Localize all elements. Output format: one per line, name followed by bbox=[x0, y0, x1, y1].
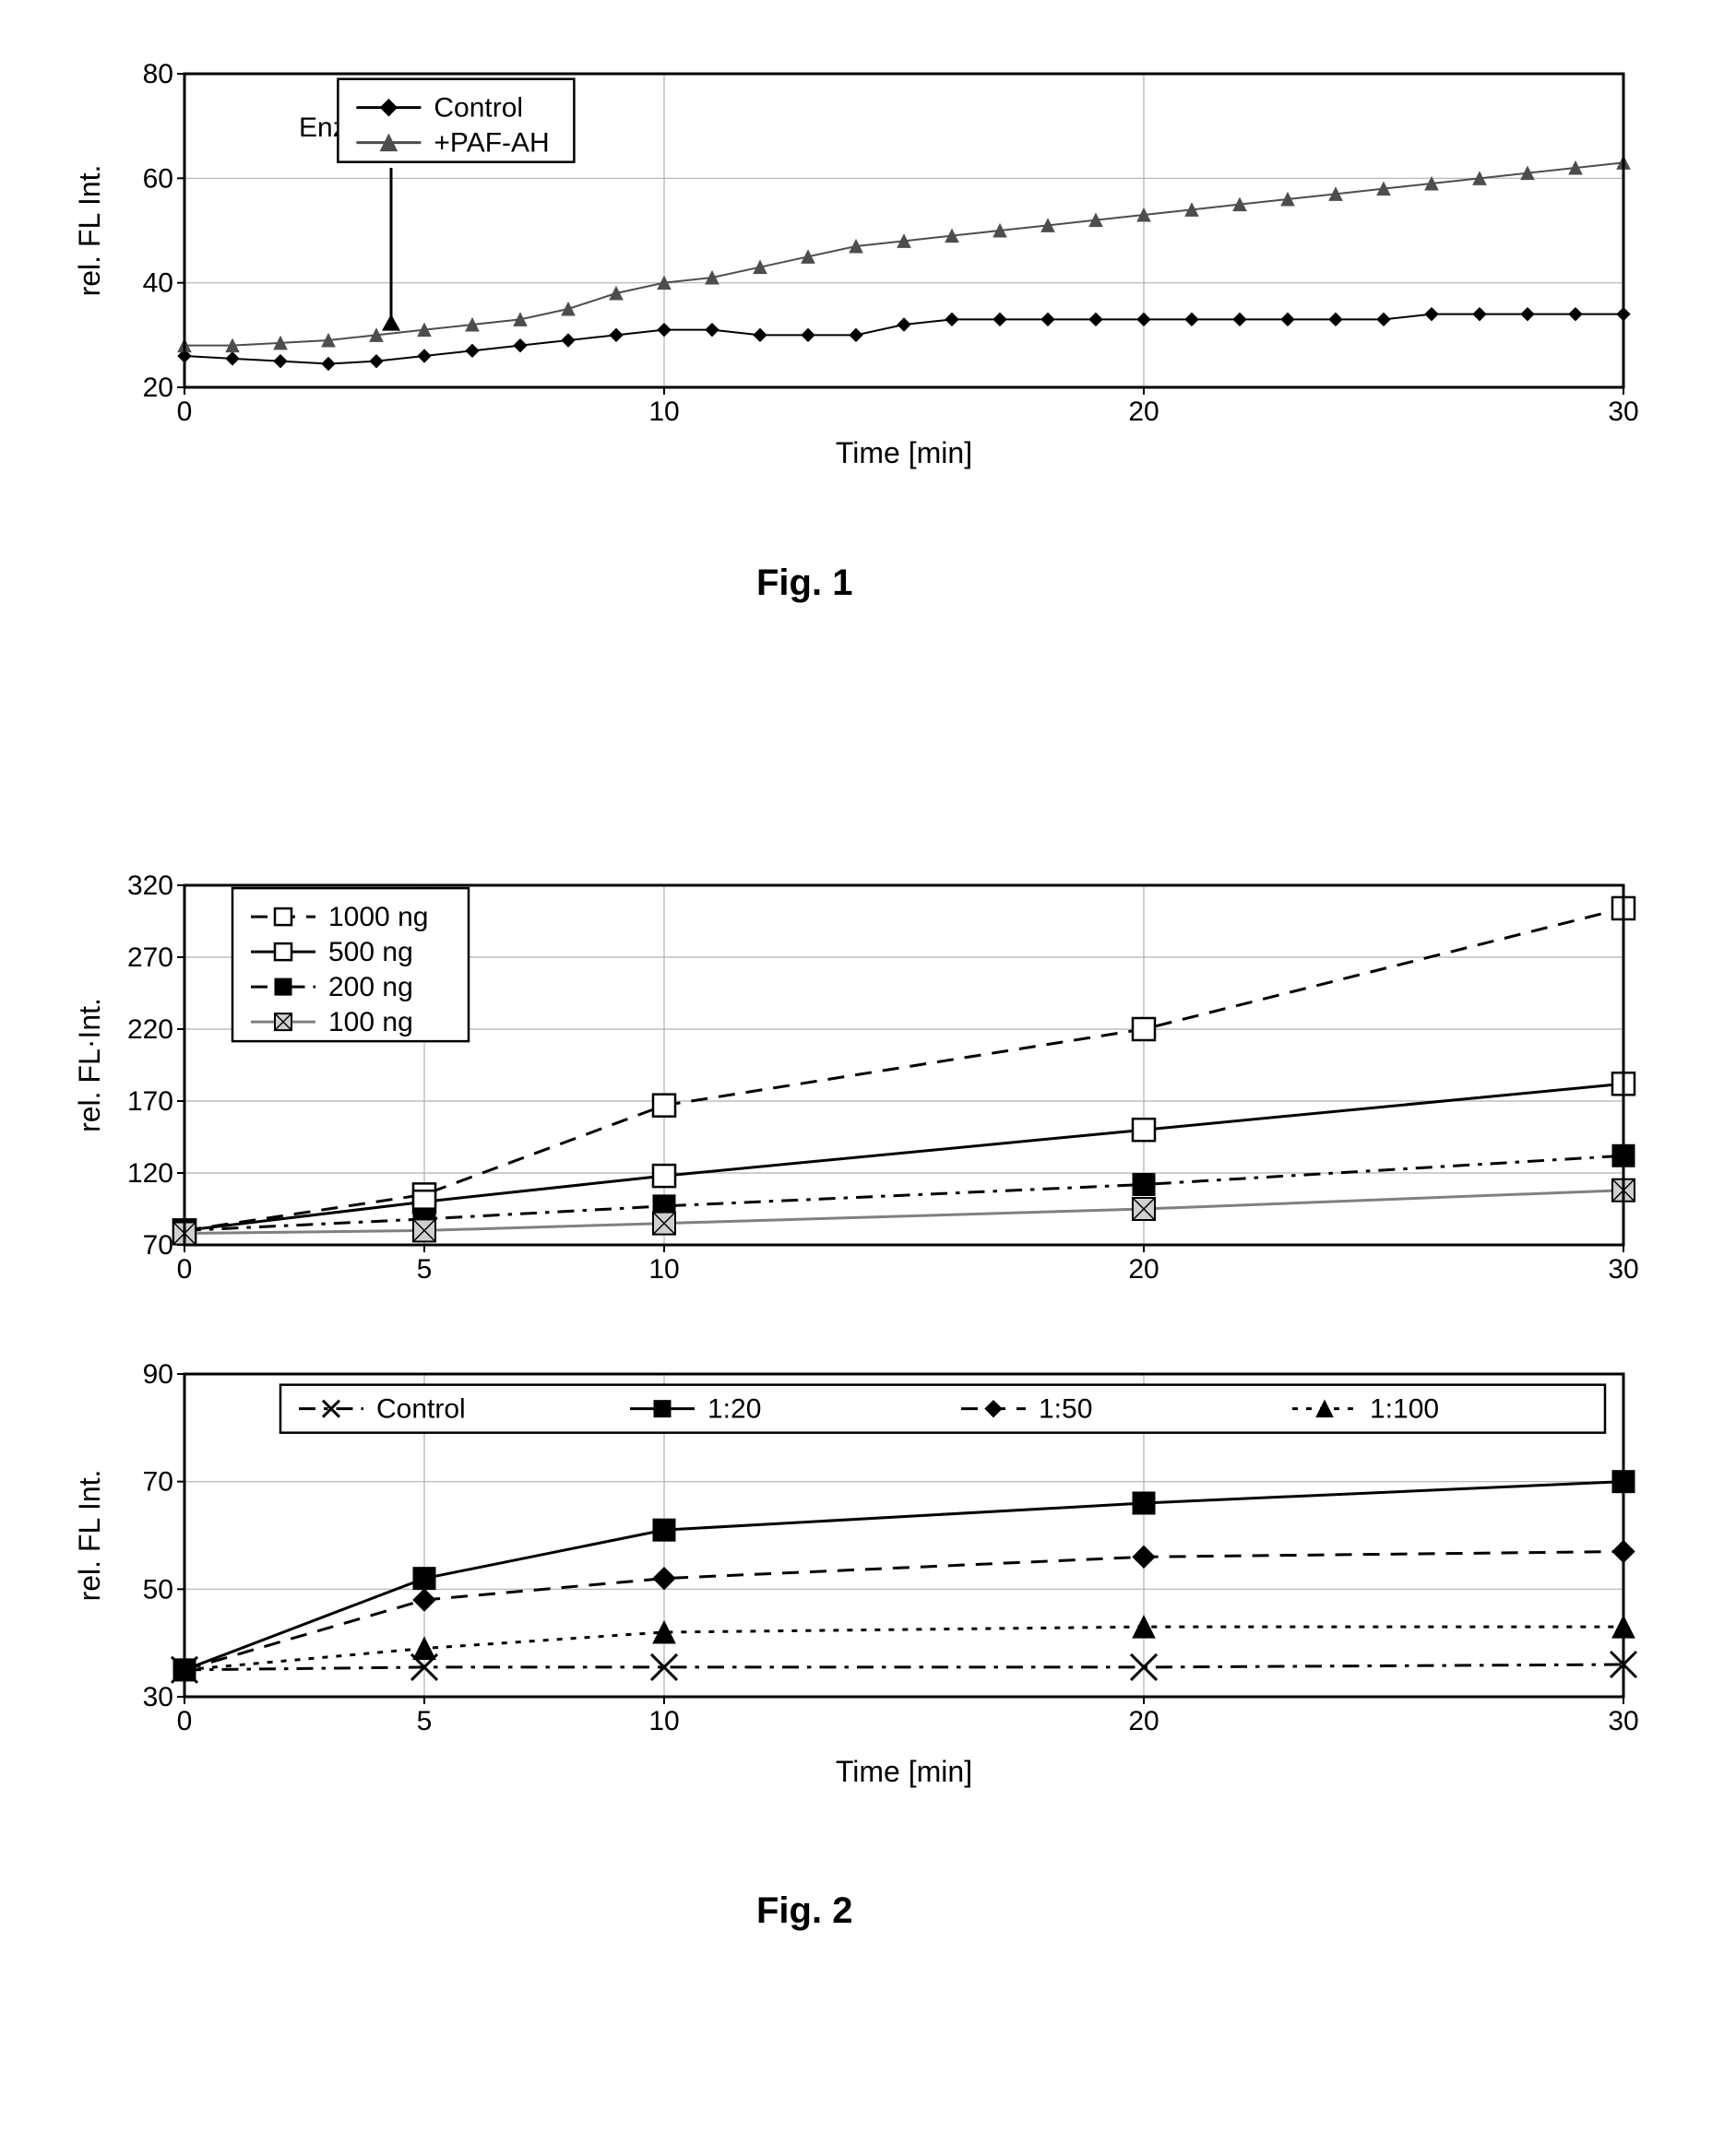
svg-text:30: 30 bbox=[143, 1682, 173, 1712]
svg-text:70: 70 bbox=[143, 1230, 173, 1261]
svg-text:10: 10 bbox=[648, 1706, 679, 1736]
svg-text:120: 120 bbox=[127, 1158, 173, 1189]
svg-text:1:100: 1:100 bbox=[1370, 1394, 1439, 1425]
svg-text:220: 220 bbox=[127, 1014, 173, 1045]
svg-text:30: 30 bbox=[1608, 1706, 1638, 1736]
svg-text:1:50: 1:50 bbox=[1039, 1394, 1092, 1425]
svg-text:50: 50 bbox=[143, 1574, 173, 1605]
svg-text:70: 70 bbox=[143, 1467, 173, 1498]
svg-text:Control: Control bbox=[434, 93, 523, 124]
svg-text:320: 320 bbox=[127, 871, 173, 901]
svg-text:60: 60 bbox=[143, 163, 173, 194]
fig1-chart: 204060800102030Time [min]rel. FL Int.Enz… bbox=[74, 55, 1642, 470]
svg-text:200 ng: 200 ng bbox=[328, 972, 413, 1002]
svg-text:170: 170 bbox=[127, 1086, 173, 1117]
fig2b-chart: 30 50 70 90 0 5 10 20 30 Time [min] rel. FL Int. Co… bbox=[74, 1356, 1642, 1789]
svg-text:20: 20 bbox=[143, 373, 173, 403]
svg-text:5: 5 bbox=[417, 1254, 433, 1285]
svg-text:0: 0 bbox=[177, 1706, 193, 1736]
svg-text:0: 0 bbox=[177, 397, 193, 427]
svg-text:+PAF-AH: +PAF-AH bbox=[434, 128, 549, 159]
fig2a-chart: 70 120 170 220 270 320 0 5 10 20 30 rel. FL·Int. 100… bbox=[74, 867, 1642, 1300]
svg-text:20: 20 bbox=[1128, 1254, 1159, 1285]
svg-text:rel. FL·Int.: rel. FL·Int. bbox=[74, 998, 106, 1132]
svg-text:Time [min]: Time [min] bbox=[836, 436, 972, 469]
svg-text:5: 5 bbox=[417, 1706, 433, 1736]
svg-text:40: 40 bbox=[143, 268, 173, 299]
svg-text:500 ng: 500 ng bbox=[328, 937, 413, 967]
svg-text:30: 30 bbox=[1608, 397, 1638, 427]
fig1-caption: Fig. 1 bbox=[756, 563, 852, 604]
fig2-caption: Fig. 2 bbox=[756, 1890, 852, 1932]
svg-text:270: 270 bbox=[127, 942, 173, 973]
svg-text:1000 ng: 1000 ng bbox=[328, 902, 428, 932]
svg-text:90: 90 bbox=[143, 1359, 173, 1390]
svg-text:80: 80 bbox=[143, 59, 173, 89]
svg-text:rel. FL Int.: rel. FL Int. bbox=[74, 165, 106, 297]
svg-text:rel. FL Int.: rel. FL Int. bbox=[74, 1470, 106, 1602]
svg-text:20: 20 bbox=[1128, 397, 1159, 427]
svg-text:30: 30 bbox=[1608, 1254, 1638, 1285]
svg-text:Control: Control bbox=[376, 1394, 466, 1425]
svg-text:Time [min]: Time [min] bbox=[836, 1755, 972, 1788]
svg-text:10: 10 bbox=[648, 397, 679, 427]
svg-text:100 ng: 100 ng bbox=[328, 1007, 413, 1037]
svg-text:0: 0 bbox=[177, 1254, 193, 1285]
svg-text:1:20: 1:20 bbox=[707, 1394, 761, 1425]
svg-text:10: 10 bbox=[648, 1254, 679, 1285]
page: 204060800102030Time [min]rel. FL Int.Enz… bbox=[0, 0, 1712, 2156]
svg-text:20: 20 bbox=[1128, 1706, 1159, 1736]
